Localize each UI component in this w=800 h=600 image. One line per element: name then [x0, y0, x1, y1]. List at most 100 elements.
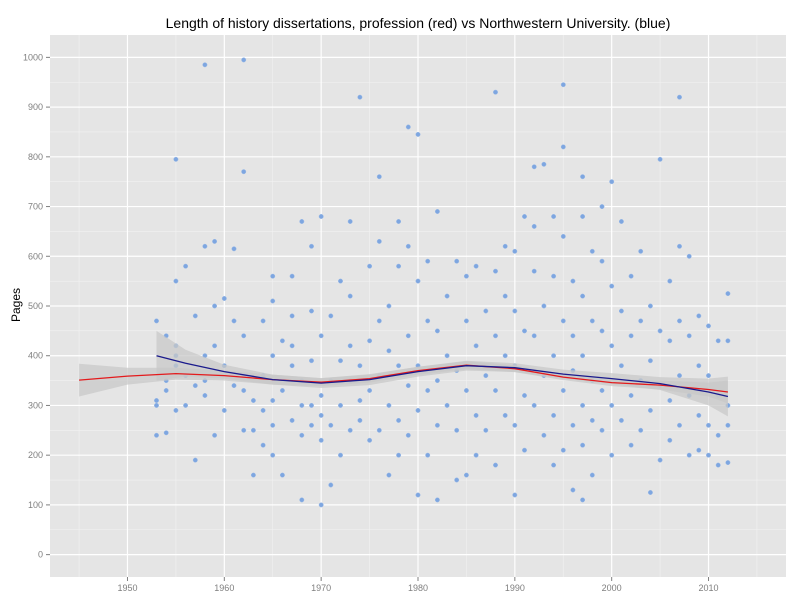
y-tick-label: 200: [28, 450, 43, 460]
data-point: [570, 487, 576, 493]
data-point: [309, 243, 314, 249]
data-point: [444, 402, 450, 408]
data-point: [270, 422, 276, 428]
data-point: [154, 432, 159, 438]
data-point: [386, 402, 392, 408]
data-point: [677, 243, 682, 249]
data-point: [299, 219, 305, 224]
data-point: [589, 318, 595, 324]
data-point: [512, 492, 518, 498]
data-point: [212, 238, 218, 244]
data-point: [677, 318, 682, 324]
data-point: [706, 452, 711, 458]
data-point: [434, 497, 440, 503]
data-point: [463, 273, 469, 279]
data-point: [328, 482, 334, 488]
data-point: [309, 422, 314, 428]
data-point: [541, 432, 547, 438]
data-point: [493, 333, 498, 339]
data-point: [357, 363, 363, 369]
data-point: [502, 353, 508, 359]
data-point: [725, 460, 731, 466]
data-point: [202, 393, 208, 398]
data-point: [618, 363, 624, 369]
data-point: [289, 313, 295, 319]
x-tick-label: 1990: [505, 583, 525, 593]
data-point: [483, 373, 489, 379]
profession-trend-line: [79, 364, 728, 393]
data-point: [570, 333, 576, 339]
data-point: [376, 238, 382, 244]
data-point: [444, 293, 450, 299]
data-point: [270, 452, 276, 458]
data-point: [163, 388, 169, 393]
data-point: [667, 437, 673, 443]
data-point: [250, 472, 256, 478]
data-point: [570, 278, 576, 284]
data-point: [531, 333, 537, 339]
data-point: [512, 308, 518, 314]
confidence-ribbons: [79, 330, 728, 417]
data-point: [502, 243, 508, 249]
data-point: [260, 318, 266, 324]
data-point: [183, 402, 189, 408]
data-point: [493, 462, 498, 468]
data-point: [609, 402, 615, 408]
data-point: [647, 407, 653, 413]
data-point: [686, 253, 692, 259]
data-point: [221, 407, 227, 413]
data-point: [677, 422, 682, 428]
y-tick-label: 400: [28, 351, 43, 361]
data-point: [318, 333, 324, 339]
data-point: [696, 412, 702, 418]
data-point: [522, 393, 527, 398]
data-point: [154, 402, 159, 408]
x-axis-ticks: 1950 1960 1970 1980 1990 2000 2010: [117, 577, 719, 593]
data-point: [609, 283, 615, 289]
data-point: [405, 333, 411, 339]
data-point: [473, 343, 479, 349]
data-point: [405, 243, 411, 249]
data-point: [463, 318, 469, 324]
data-point: [531, 164, 537, 170]
data-point: [270, 298, 276, 304]
data-point: [706, 373, 711, 379]
data-point: [454, 427, 460, 433]
data-point: [551, 353, 557, 359]
data-point: [628, 442, 634, 448]
data-point: [599, 427, 605, 433]
data-point: [173, 278, 179, 284]
data-point: [609, 179, 615, 185]
data-point: [289, 363, 295, 369]
data-point: [580, 402, 586, 408]
data-point: [522, 328, 527, 334]
data-point: [192, 313, 198, 319]
data-point: [638, 318, 644, 324]
x-tick-label: 2000: [602, 583, 622, 593]
data-point: [289, 417, 295, 423]
data-point: [589, 248, 595, 254]
northwestern-ribbon: [156, 330, 728, 417]
data-point: [260, 442, 266, 448]
data-point: [696, 447, 702, 453]
data-point: [444, 353, 450, 359]
data-point: [463, 472, 469, 478]
data-point: [599, 258, 605, 264]
data-point: [454, 258, 460, 264]
data-point: [434, 209, 440, 214]
data-point: [493, 268, 498, 274]
y-axis-ticks: 0 100 200 300 400 500 600 700 800 900 1000: [23, 52, 50, 560]
data-point: [715, 432, 721, 438]
data-point: [560, 233, 566, 239]
data-point: [696, 363, 702, 369]
data-point: [376, 318, 382, 324]
data-point: [706, 323, 711, 329]
data-point: [551, 273, 557, 279]
data-point: [328, 422, 334, 428]
data-point: [183, 263, 189, 269]
data-point: [560, 144, 566, 150]
data-point: [376, 174, 382, 180]
data-point: [570, 422, 576, 428]
